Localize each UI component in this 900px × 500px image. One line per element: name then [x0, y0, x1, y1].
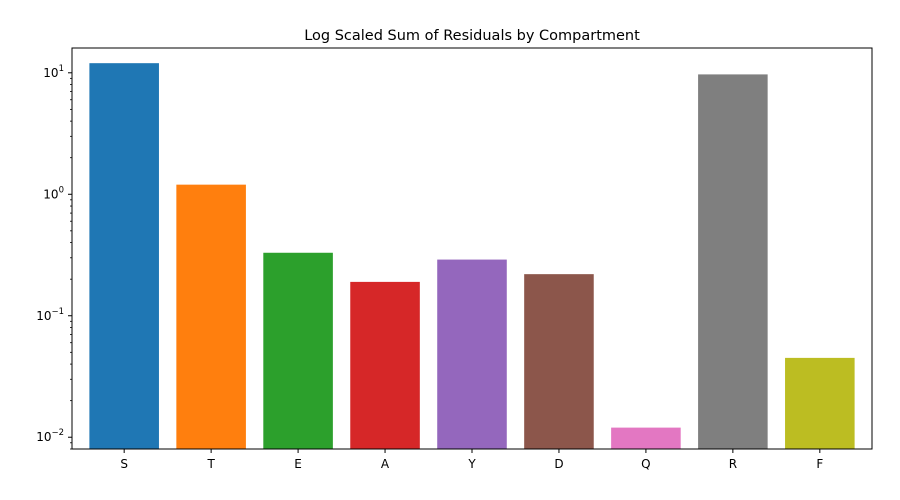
x-tick-label-Y: Y: [467, 457, 476, 471]
x-tick-label-T: T: [206, 457, 215, 471]
bar-R: [698, 74, 768, 449]
x-tick-label-F: F: [816, 457, 823, 471]
y-tick-label-10: 101: [43, 64, 64, 80]
bar-Y: [437, 259, 507, 449]
x-tick-label-A: A: [381, 457, 390, 471]
plot-frame: [71, 47, 873, 450]
bar-T: [176, 184, 246, 449]
bars-group: [89, 63, 855, 449]
x-tick-label-R: R: [729, 457, 737, 471]
bar-A: [350, 281, 420, 449]
bar-S: [89, 63, 159, 449]
y-tick-label-0.1: 10−1: [36, 307, 64, 323]
x-tick-label-S: S: [120, 457, 128, 471]
bar-E: [263, 252, 333, 449]
bar-Q: [611, 427, 681, 449]
x-tick-label-E: E: [294, 457, 302, 471]
chart-title: Log Scaled Sum of Residuals by Compartme…: [304, 28, 640, 44]
bar-F: [785, 357, 855, 449]
y-tick-label-0.01: 10−2: [36, 428, 64, 444]
x-tick-label-D: D: [554, 457, 563, 471]
y-axis: 10−2 10−1 100 101: [36, 64, 72, 450]
bar-D: [524, 274, 594, 449]
x-tick-label-Q: Q: [641, 457, 650, 471]
y-tick-label-1: 100: [43, 185, 64, 201]
